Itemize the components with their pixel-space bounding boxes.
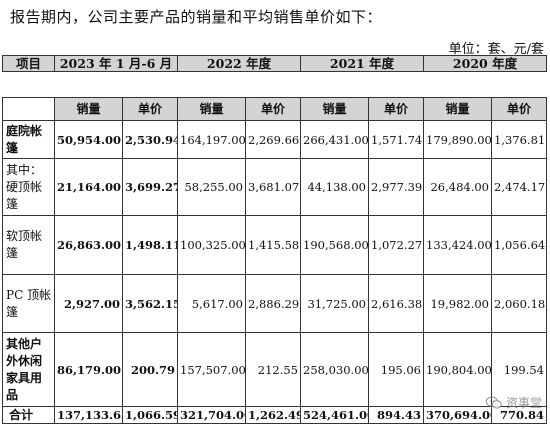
cell-value: 2,927.00 [54, 274, 123, 333]
cell-value: 3,699.27 [122, 158, 178, 216]
cell-value: 195.06 [368, 332, 424, 407]
column-header-volume: 销量 [177, 97, 246, 121]
cell-value: 1,415.58 [245, 215, 301, 275]
row-label: 庭院帐篷 [2, 120, 55, 159]
column-header-volume: 销量 [300, 97, 369, 121]
sales-table: 销量 单价 销量 单价 销量 单价 销量 单价 庭院帐篷 50,954.00 2… [2, 97, 547, 424]
cell-value: 26,863.00 [54, 215, 123, 275]
cell-value: 190,804.00 [423, 332, 492, 407]
total-label: 合计 [2, 406, 55, 424]
cell-value: 2,530.94 [122, 120, 178, 159]
cell-value: 321,704.00 [177, 406, 246, 424]
cell-value: 2,474.17 [491, 158, 547, 216]
period-header-2023h1: 2023 年 1 月-6 月 [54, 55, 178, 72]
cell-value: 58,255.00 [177, 158, 246, 216]
period-header-2022: 2022 年度 [177, 55, 301, 72]
cell-value: 3,681.07 [245, 158, 301, 216]
intro-text: 报告期内，公司主要产品的销量和平均销售单价如下： [10, 8, 383, 26]
cell-value: 190,568.00 [300, 215, 369, 275]
cell-value: 1,571.74 [368, 120, 424, 159]
row-label: PC 顶帐篷 [2, 274, 55, 333]
table-row: PC 顶帐篷 2,927.00 3,562.15 5,617.00 2,886.… [2, 274, 547, 333]
row-label: 软顶帐篷 [2, 215, 55, 275]
cell-value: 1,262.49 [245, 406, 301, 424]
cell-value: 3,562.15 [122, 274, 178, 333]
unit-label: 单位：套、元/套 [448, 42, 544, 57]
cell-value: 1,056.64 [491, 215, 547, 275]
cell-value: 157,507.00 [177, 332, 246, 407]
cell-value: 2,269.66 [245, 120, 301, 159]
cell-value: 212.55 [245, 332, 301, 407]
cell-value: 2,886.29 [245, 274, 301, 333]
wechat-icon [485, 395, 502, 409]
cell-value: 2,616.38 [368, 274, 424, 333]
period-header-2021: 2021 年度 [300, 55, 424, 72]
table-row: 软顶帐篷 26,863.00 1,498.11 100,325.00 1,415… [2, 215, 547, 275]
cell-value: 894.43 [368, 406, 424, 424]
column-header-price: 单价 [122, 97, 178, 121]
column-header-price: 单价 [368, 97, 424, 121]
column-header-row: 销量 单价 销量 单价 销量 单价 销量 单价 [2, 97, 547, 121]
item-header: 项目 [2, 55, 55, 72]
cell-value: 137,133.63 [54, 406, 123, 424]
column-header-volume: 销量 [423, 97, 492, 121]
cell-value: 50,954.00 [54, 120, 123, 159]
cell-value: 19,982.00 [423, 274, 492, 333]
cell-value: 133,424.00 [423, 215, 492, 275]
cell-value: 770.84 [491, 406, 547, 424]
watermark: 资事堂 [485, 394, 542, 411]
period-header-2020: 2020 年度 [423, 55, 547, 72]
cell-value: 44,138.00 [300, 158, 369, 216]
cell-value: 370,694.00 [423, 406, 492, 424]
cell-value: 179,890.00 [423, 120, 492, 159]
cell-value: 21,164.00 [54, 158, 123, 216]
table-row: 其中：硬顶帐篷 21,164.00 3,699.27 58,255.00 3,6… [2, 158, 547, 216]
cell-value: 1,376.81 [491, 120, 547, 159]
cell-value: 1,072.27 [368, 215, 424, 275]
table-row: 其他户外休闲家具用品 86,179.00 200.79 157,507.00 2… [2, 332, 547, 407]
column-header-volume: 销量 [54, 97, 123, 121]
cell-value: 26,484.00 [423, 158, 492, 216]
row-label: 其他户外休闲家具用品 [2, 332, 55, 407]
cell-value: 2,060.18 [491, 274, 547, 333]
cell-value: 266,431.00 [300, 120, 369, 159]
watermark-text: 资事堂 [505, 396, 542, 410]
cell-value: 31,725.00 [300, 274, 369, 333]
cell-value: 1,066.59 [122, 406, 178, 424]
column-header-blank [2, 97, 55, 121]
period-header-table: 项目 2023 年 1 月-6 月 2022 年度 2021 年度 2020 年… [2, 55, 547, 72]
total-row: 合计 137,133.63 1,066.59 321,704.00 1,262.… [2, 406, 547, 424]
cell-value: 164,197.00 [177, 120, 246, 159]
period-header-row: 项目 2023 年 1 月-6 月 2022 年度 2021 年度 2020 年… [2, 55, 547, 72]
cell-value: 5,617.00 [177, 274, 246, 333]
table-row: 庭院帐篷 50,954.00 2,530.94 164,197.00 2,269… [2, 120, 547, 159]
cell-value: 86,179.00 [54, 332, 123, 407]
column-header-price: 单价 [491, 97, 547, 121]
cell-value: 1,498.11 [122, 215, 178, 275]
cell-value: 199.54 [491, 332, 547, 407]
cell-value: 258,030.00 [300, 332, 369, 407]
cell-value: 2,977.39 [368, 158, 424, 216]
column-header-price: 单价 [245, 97, 301, 121]
cell-value: 100,325.00 [177, 215, 246, 275]
row-label: 其中：硬顶帐篷 [2, 158, 55, 216]
cell-value: 200.79 [122, 332, 178, 407]
cell-value: 524,461.00 [300, 406, 369, 424]
